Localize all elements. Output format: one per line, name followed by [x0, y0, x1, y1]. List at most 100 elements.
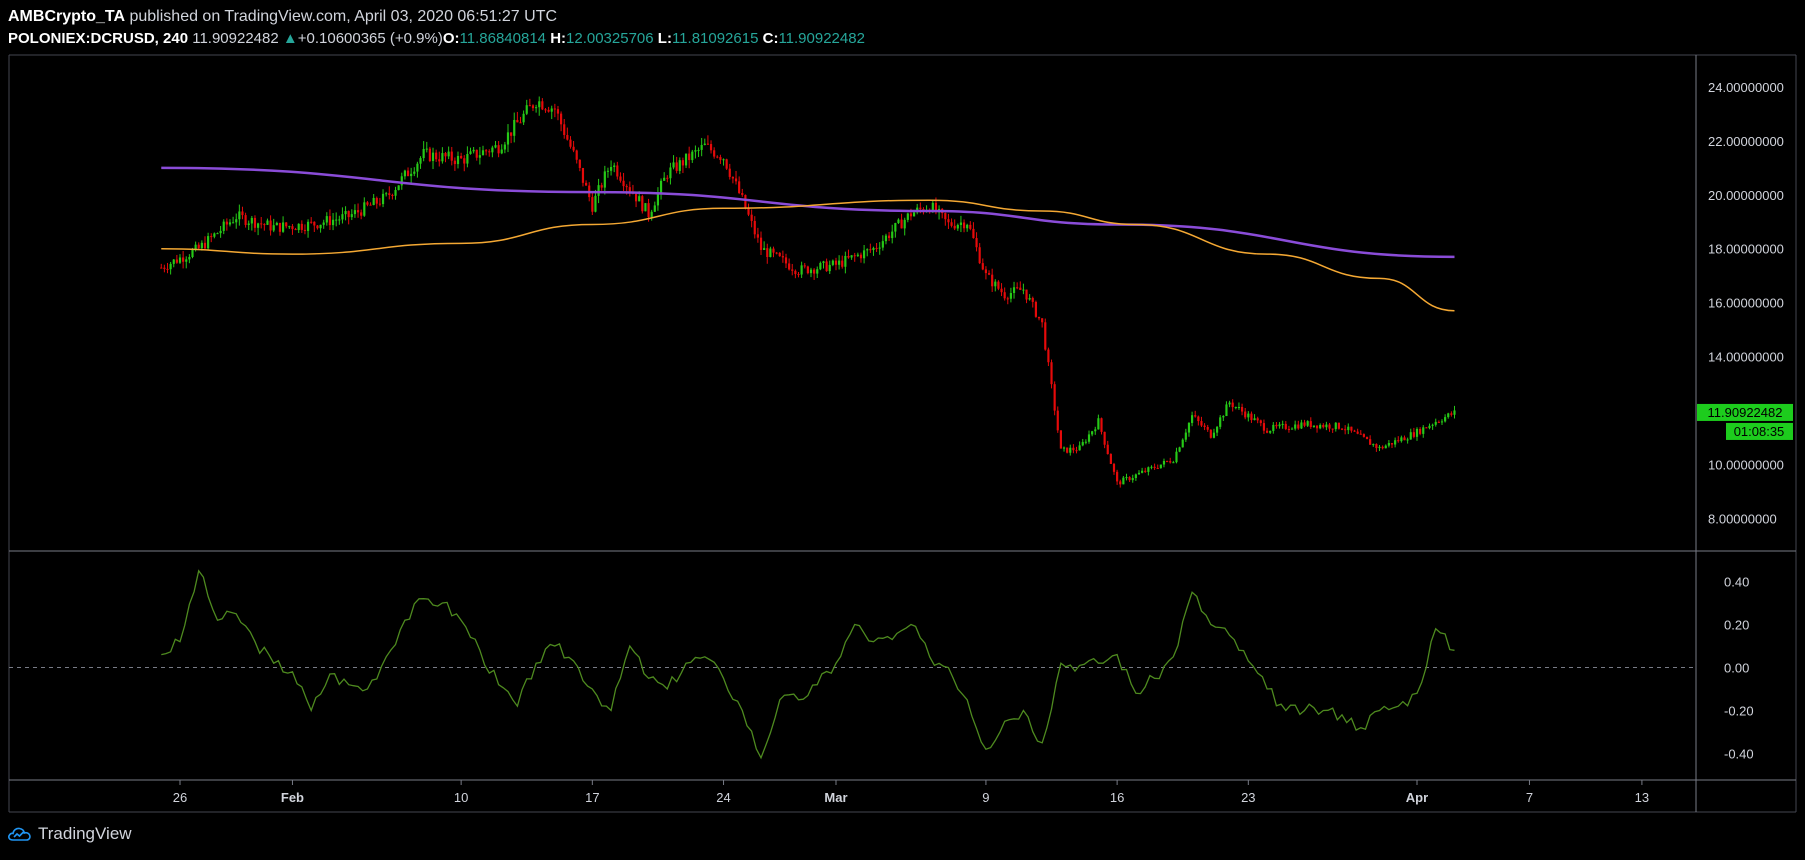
candle-body [375, 197, 378, 204]
candle-body [891, 231, 894, 239]
candle-body [410, 173, 413, 177]
price-tick-label: 24.00000000 [1708, 80, 1784, 95]
candle-body [1166, 460, 1169, 462]
candle-body [1069, 447, 1072, 453]
candle-body [1016, 287, 1019, 289]
candle-body [1159, 464, 1162, 469]
candle-body [953, 225, 956, 229]
candle-body [400, 176, 403, 186]
candle-body [544, 109, 547, 111]
candle-body [691, 151, 694, 161]
footer-brand[interactable]: TradingView [38, 824, 132, 843]
candle-body [934, 202, 938, 213]
candle-body [1078, 445, 1081, 451]
candle-body [869, 249, 872, 251]
candle-body [803, 265, 806, 267]
candle-body [1234, 407, 1237, 409]
candle-body [1447, 413, 1450, 418]
candle-body [1350, 426, 1353, 431]
candle-body [1397, 440, 1400, 442]
candle-body [453, 160, 456, 165]
time-tick-label: 9 [982, 790, 989, 805]
candle-body [978, 247, 981, 264]
candle-body [613, 165, 616, 167]
time-tick-label: 10 [454, 790, 468, 805]
candle-body [1012, 287, 1016, 294]
oscillator-axis[interactable]: 0.40 0.20 0.00 -0.20 -0.40 [1724, 575, 1754, 762]
candle-body [281, 222, 285, 232]
candle-body [616, 165, 619, 177]
candle-body [522, 113, 525, 123]
countdown-tag-bg [1726, 422, 1793, 440]
chart-frame [8, 54, 1797, 813]
symbol-label[interactable]: POLONIEX:DCRUSD, 240 [8, 30, 189, 47]
change-value: +0.10600365 (+0.9%) [297, 30, 443, 47]
candle-body [975, 238, 978, 248]
candle-body [1422, 427, 1425, 434]
candle-body [235, 219, 238, 223]
price-tick-label: 20.00000000 [1708, 188, 1784, 203]
candle-body [1265, 430, 1269, 433]
candle-body [1034, 301, 1037, 317]
candle-body [294, 229, 297, 231]
candle-body [1187, 422, 1191, 433]
moving-average-orange [161, 199, 1455, 312]
candle-body [838, 260, 841, 265]
candle-body [1178, 447, 1181, 452]
candle-body [444, 153, 447, 157]
candle-body [672, 162, 675, 168]
candle-body [1097, 418, 1100, 430]
candle-body [253, 217, 257, 228]
candle-body [722, 159, 725, 161]
candle-body [178, 257, 182, 263]
candle-body [1206, 426, 1209, 430]
candle-body [197, 244, 200, 249]
candle-body [1412, 432, 1415, 437]
candle-body [210, 236, 213, 238]
candle-body [1294, 424, 1297, 429]
candle-body [759, 237, 763, 250]
candle-body [331, 219, 335, 226]
candle-body [1028, 298, 1031, 300]
candle-body [191, 249, 194, 258]
candle-body [813, 269, 816, 274]
candle-body [900, 219, 903, 229]
publisher-name[interactable]: AMBCrypto_TA [8, 8, 126, 25]
candle-body [1091, 431, 1094, 435]
candle-body [456, 155, 460, 165]
candle-body [525, 105, 528, 114]
tradingview-cloud-icon[interactable] [8, 826, 32, 842]
candle-body [669, 167, 672, 179]
candle-body [784, 257, 788, 264]
candle-body [416, 163, 419, 172]
candle-body [1003, 292, 1006, 299]
candle-body [550, 108, 553, 112]
candle-body [909, 213, 913, 217]
candle-body [1022, 289, 1025, 291]
time-tick-label: Mar [824, 790, 847, 805]
candle-body [531, 105, 535, 109]
candle-body [1300, 422, 1303, 429]
candle-body [1125, 477, 1128, 479]
candle-body [1215, 426, 1219, 433]
candle-body [1037, 316, 1041, 319]
price-axis[interactable]: 24.00000000 22.00000000 20.00000000 18.0000… [1708, 80, 1784, 526]
candle-body [503, 144, 506, 150]
candle-body [1253, 418, 1256, 421]
candle-body [606, 170, 610, 172]
time-axis[interactable]: 26 Feb 10 17 24 Mar 9 16 23 Apr 7 13 [173, 780, 1649, 805]
candle-body [1109, 454, 1112, 464]
candle-body [1359, 433, 1362, 435]
candle-body [391, 194, 394, 196]
candle-body [1262, 423, 1266, 431]
candle-body [859, 254, 863, 259]
candle-body [203, 242, 207, 249]
candle-body [1425, 427, 1428, 429]
candle-body [828, 264, 831, 272]
candle-body [816, 269, 819, 274]
candle-body [228, 222, 232, 225]
candle-body [956, 224, 959, 229]
candle-body [641, 196, 644, 212]
last-price: 11.90922482 [192, 30, 279, 47]
chart-canvas[interactable]: 24.00000000 22.00000000 20.00000000 18.0000… [0, 0, 1805, 820]
